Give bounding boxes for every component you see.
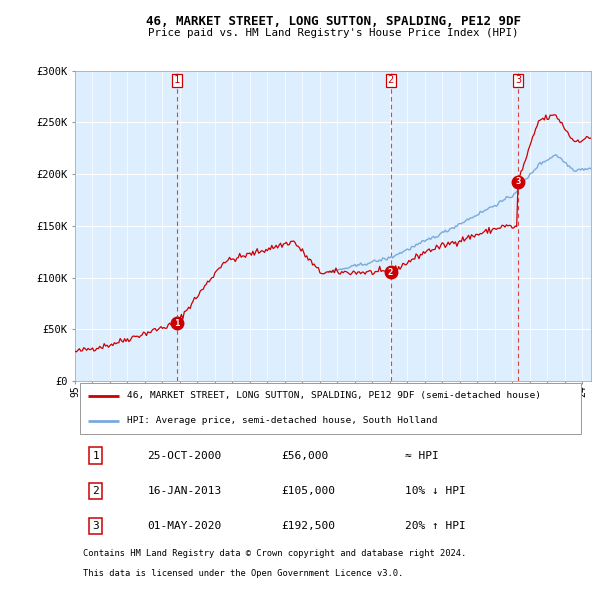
Text: £192,500: £192,500 xyxy=(281,521,335,531)
Text: 25-OCT-2000: 25-OCT-2000 xyxy=(147,451,221,461)
Text: This data is licensed under the Open Government Licence v3.0.: This data is licensed under the Open Gov… xyxy=(83,569,403,578)
Text: 2: 2 xyxy=(92,486,99,496)
Text: 1: 1 xyxy=(174,319,179,327)
Text: 1: 1 xyxy=(92,451,99,461)
Text: 2: 2 xyxy=(388,268,393,277)
FancyBboxPatch shape xyxy=(80,382,581,434)
Text: Price paid vs. HM Land Registry's House Price Index (HPI): Price paid vs. HM Land Registry's House … xyxy=(148,28,518,38)
Text: £105,000: £105,000 xyxy=(281,486,335,496)
Text: Contains HM Land Registry data © Crown copyright and database right 2024.: Contains HM Land Registry data © Crown c… xyxy=(83,549,466,558)
Text: 2: 2 xyxy=(388,76,394,86)
Text: 3: 3 xyxy=(515,178,521,186)
Text: 3: 3 xyxy=(515,76,521,86)
Text: 3: 3 xyxy=(92,521,99,531)
Text: ≈ HPI: ≈ HPI xyxy=(405,451,439,461)
Text: 10% ↓ HPI: 10% ↓ HPI xyxy=(405,486,466,496)
Text: HPI: Average price, semi-detached house, South Holland: HPI: Average price, semi-detached house,… xyxy=(127,417,437,425)
Text: 46, MARKET STREET, LONG SUTTON, SPALDING, PE12 9DF (semi-detached house): 46, MARKET STREET, LONG SUTTON, SPALDING… xyxy=(127,391,541,400)
Text: 20% ↑ HPI: 20% ↑ HPI xyxy=(405,521,466,531)
Text: £56,000: £56,000 xyxy=(281,451,329,461)
Text: 1: 1 xyxy=(173,76,180,86)
Text: 16-JAN-2013: 16-JAN-2013 xyxy=(147,486,221,496)
Text: 01-MAY-2020: 01-MAY-2020 xyxy=(147,521,221,531)
Text: 46, MARKET STREET, LONG SUTTON, SPALDING, PE12 9DF: 46, MARKET STREET, LONG SUTTON, SPALDING… xyxy=(146,15,521,28)
